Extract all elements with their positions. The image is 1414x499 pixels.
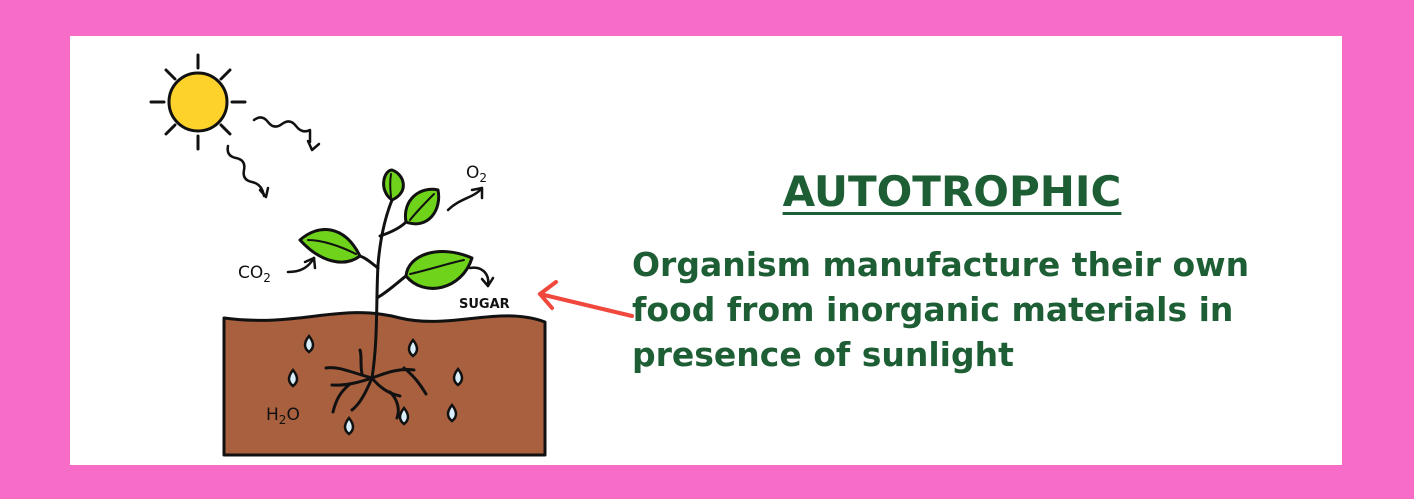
carbon-dioxide-label: CO2 xyxy=(238,263,271,285)
soil-icon xyxy=(222,311,547,457)
leaf-vein-icon xyxy=(307,173,465,275)
sunlight-ray-icon xyxy=(226,116,321,199)
pointer-arrow-icon xyxy=(538,280,634,318)
water-label: H2O xyxy=(266,405,300,427)
sun-icon xyxy=(149,53,247,151)
page-title: AUTOTROPHIC xyxy=(782,167,1122,216)
water-drop-icon xyxy=(287,333,464,436)
leaf-icon xyxy=(298,168,474,290)
plant-icon xyxy=(324,198,428,420)
definition-text: Organism manufacture their own food from… xyxy=(632,245,1250,374)
sugar-label: SUGAR xyxy=(459,297,510,312)
arrow-icon xyxy=(286,186,495,288)
oxygen-label: O2 xyxy=(466,163,487,185)
